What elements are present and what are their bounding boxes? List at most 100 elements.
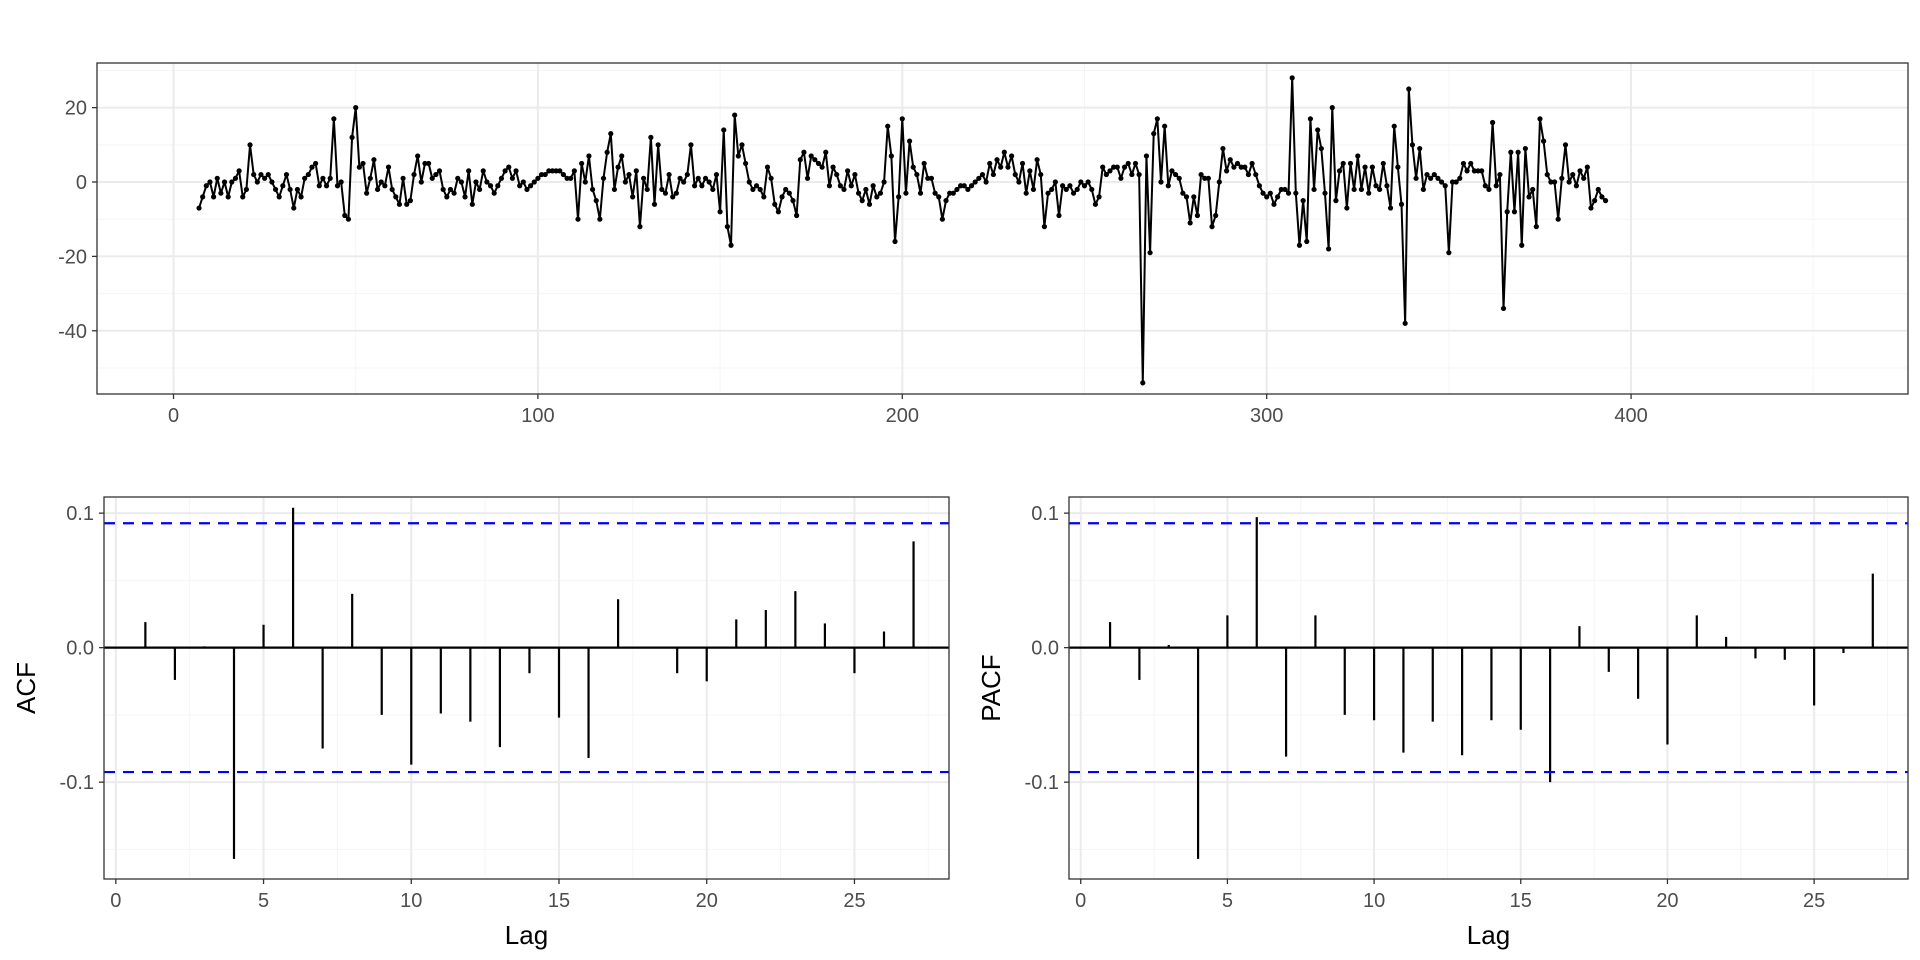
- data-point: [1493, 183, 1499, 189]
- data-point: [520, 179, 526, 185]
- y-tick-label: -0.1: [1025, 772, 1059, 794]
- data-point: [848, 183, 854, 189]
- data-point: [1599, 194, 1605, 200]
- data-point: [626, 171, 632, 178]
- data-point: [549, 168, 556, 174]
- data-point: [1362, 164, 1368, 170]
- data-point: [1504, 209, 1510, 215]
- data-point: [775, 209, 782, 215]
- data-point: [1019, 160, 1026, 167]
- data-point: [451, 190, 457, 196]
- data-point: [524, 186, 530, 193]
- data-point: [1533, 224, 1539, 230]
- data-point: [447, 186, 454, 193]
- data-point: [269, 179, 275, 185]
- data-point: [932, 190, 938, 196]
- data-point: [691, 183, 698, 189]
- data-point: [564, 175, 570, 181]
- data-point: [291, 205, 297, 211]
- data-point: [608, 131, 614, 137]
- data-point: [517, 183, 523, 189]
- data-point: [881, 179, 887, 185]
- data-point: [717, 209, 723, 215]
- data-point: [1387, 205, 1394, 211]
- data-point: [1304, 238, 1310, 245]
- acf-panel: 0 5 10 15 20 25 0.1 0.0 -0.1 Lag ACF: [11, 496, 950, 950]
- data-point: [1340, 160, 1346, 167]
- data-point: [272, 186, 279, 193]
- data-point: [630, 194, 636, 200]
- data-point: [436, 168, 443, 174]
- pacf-panel: 0 5 10 15 20 25 0.1 0.0 -0.1 Lag PACF: [976, 496, 1909, 950]
- data-point: [1522, 145, 1528, 152]
- data-point: [1172, 171, 1179, 178]
- y-tick-label: 0: [76, 172, 87, 194]
- data-point: [684, 171, 690, 178]
- data-point: [1118, 175, 1124, 181]
- data-point: [1100, 164, 1106, 170]
- data-point: [1191, 194, 1197, 200]
- data-point: [1566, 179, 1572, 185]
- data-point: [1315, 127, 1321, 133]
- data-point: [477, 186, 483, 193]
- data-point: [1592, 198, 1598, 204]
- data-point: [466, 168, 472, 174]
- data-point: [1464, 168, 1470, 174]
- data-point: [604, 149, 610, 155]
- data-point: [1293, 190, 1299, 196]
- data-point: [947, 190, 953, 196]
- data-point: [1056, 212, 1062, 219]
- data-point: [961, 183, 967, 189]
- data-point: [874, 194, 880, 200]
- data-point: [378, 179, 384, 185]
- data-point: [1377, 186, 1383, 193]
- data-point: [917, 190, 924, 196]
- data-point: [648, 134, 654, 140]
- data-point: [925, 175, 931, 181]
- data-point: [1475, 168, 1481, 174]
- data-point: [1562, 142, 1569, 148]
- data-point: [214, 175, 220, 181]
- data-point: [681, 179, 687, 185]
- data-point: [1577, 168, 1583, 174]
- y-tick-label: 0.0: [1031, 638, 1059, 660]
- data-point: [1296, 242, 1303, 248]
- data-point: [1449, 179, 1456, 185]
- data-point: [943, 198, 949, 204]
- data-point: [1140, 380, 1146, 386]
- data-point: [1391, 123, 1397, 129]
- y-axis-title: PACF: [976, 654, 1006, 721]
- data-point: [1497, 171, 1503, 178]
- data-point: [323, 183, 330, 189]
- data-point: [990, 171, 996, 178]
- x-axis-title: Lag: [505, 920, 548, 950]
- data-point: [899, 116, 905, 122]
- data-point: [644, 186, 650, 193]
- data-point: [276, 194, 282, 200]
- data-point: [1300, 198, 1306, 204]
- data-point: [837, 183, 843, 189]
- data-point: [670, 194, 676, 200]
- data-point: [1544, 171, 1550, 178]
- data-point: [659, 186, 665, 193]
- data-point: [302, 175, 308, 181]
- data-point: [710, 186, 716, 193]
- data-point: [1023, 190, 1029, 196]
- data-point: [331, 116, 337, 122]
- x-tick-label: 200: [886, 405, 919, 427]
- data-point: [298, 194, 304, 200]
- data-point: [280, 183, 286, 189]
- data-point: [1264, 194, 1270, 200]
- data-point: [553, 168, 559, 174]
- data-point: [1096, 194, 1102, 200]
- y-tick-label: 20: [65, 98, 87, 120]
- data-point: [487, 183, 494, 189]
- data-point: [1490, 119, 1496, 126]
- data-point: [702, 175, 709, 181]
- data-point: [921, 160, 927, 167]
- data-point: [1012, 171, 1018, 178]
- data-point: [1202, 175, 1208, 181]
- data-point: [1453, 179, 1459, 185]
- data-point: [1121, 164, 1128, 170]
- data-point: [1275, 194, 1281, 200]
